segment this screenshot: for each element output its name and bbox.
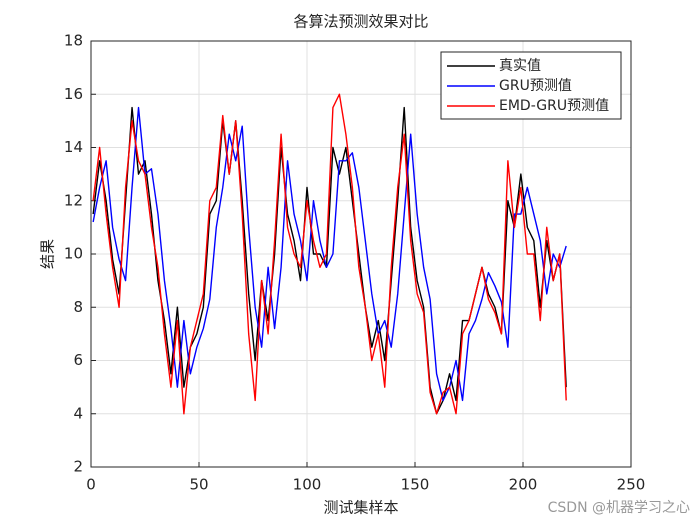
x-tick-label: 250 <box>617 476 646 494</box>
y-tick-label: 12 <box>64 191 83 209</box>
y-tick-label: 16 <box>64 85 83 103</box>
x-tick-label: 0 <box>86 476 96 494</box>
x-tick-label: 50 <box>189 476 208 494</box>
y-tick-label: 8 <box>73 298 83 316</box>
x-axis-label: 测试集样本 <box>323 499 398 517</box>
chart-title: 各算法预测效果对比 <box>293 13 428 31</box>
y-tick-label: 4 <box>73 404 83 422</box>
legend-label: EMD-GRU预测值 <box>499 98 609 114</box>
x-tick-label: 100 <box>293 476 322 494</box>
series-line <box>92 93 567 415</box>
series-line <box>92 106 567 402</box>
legend-label: GRU预测值 <box>499 78 572 94</box>
legend-label: 真实值 <box>499 58 541 74</box>
y-tick-label: 14 <box>64 138 83 156</box>
x-tick-label: 150 <box>401 476 430 494</box>
y-axis-label: 结果 <box>39 239 57 269</box>
x-tick-label: 200 <box>509 476 538 494</box>
plot-frame <box>90 40 632 468</box>
watermark: CSDN @机器学习之心 <box>548 500 690 516</box>
series-line <box>92 106 567 415</box>
y-tick-label: 10 <box>64 245 83 263</box>
y-tick-label: 2 <box>73 458 83 476</box>
y-tick-label: 6 <box>73 351 83 369</box>
y-tick-label: 18 <box>64 32 83 50</box>
